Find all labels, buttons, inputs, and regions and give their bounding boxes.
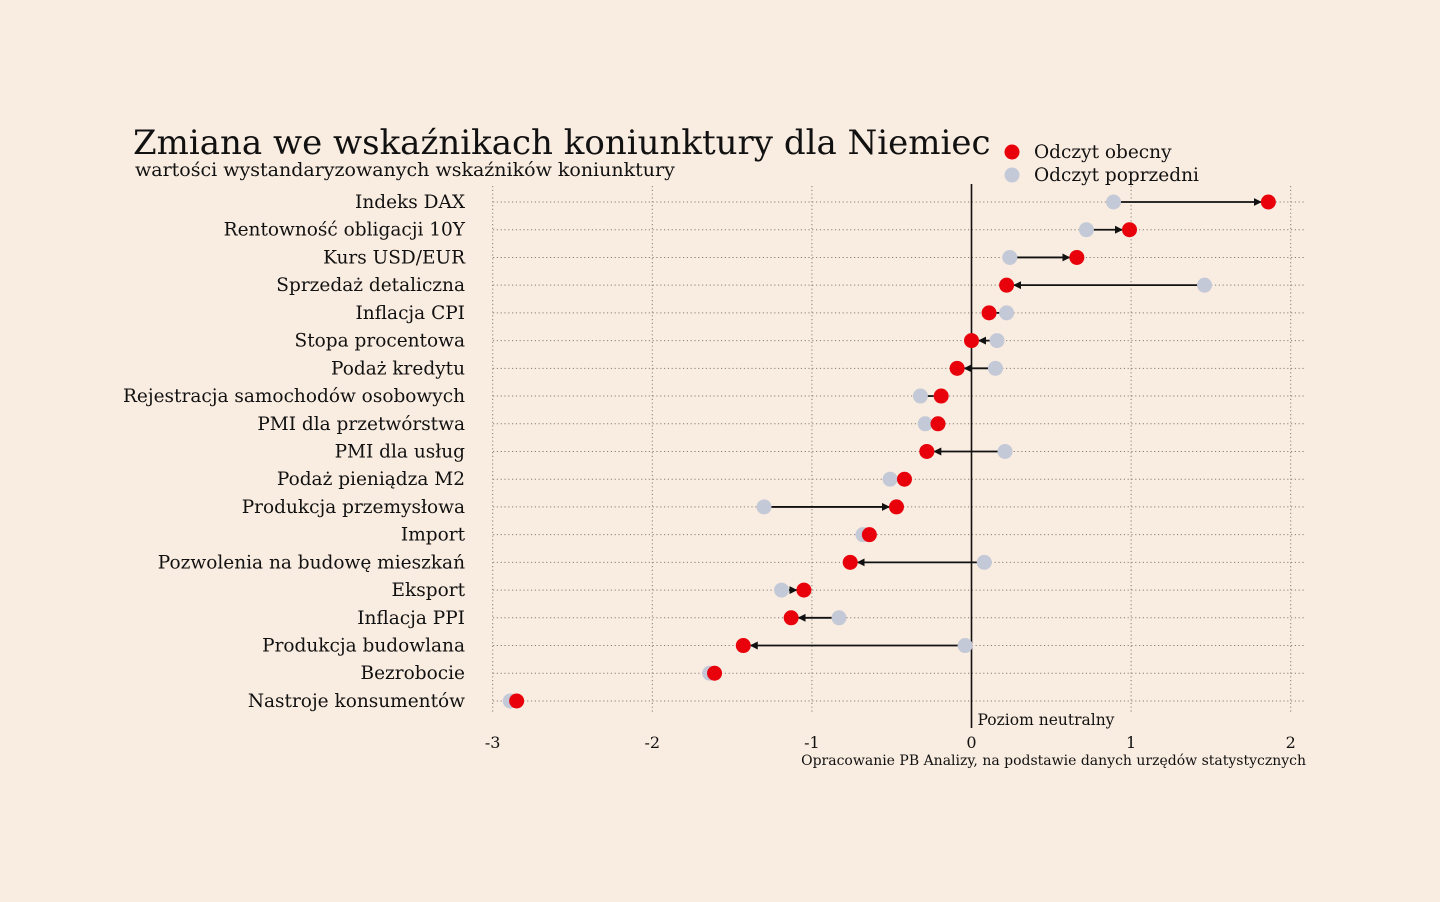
current-point xyxy=(783,610,799,626)
x-tick-label: -2 xyxy=(645,733,661,752)
previous-point xyxy=(774,582,790,598)
x-tick-label: -3 xyxy=(485,733,501,752)
previous-point xyxy=(1078,222,1094,238)
current-point xyxy=(796,582,812,598)
category-label: Kurs USD/EUR xyxy=(323,247,466,268)
previous-point xyxy=(831,610,847,626)
data-points xyxy=(502,194,1276,709)
current-point xyxy=(1260,194,1276,210)
previous-point xyxy=(1002,249,1018,265)
grid xyxy=(492,186,1304,714)
previous-point xyxy=(882,471,898,487)
connectors xyxy=(749,198,1262,650)
previous-point xyxy=(1197,277,1213,293)
previous-point xyxy=(917,416,933,432)
previous-point xyxy=(756,499,772,515)
category-label: Produkcja budowlana xyxy=(262,636,465,657)
category-label: Import xyxy=(401,525,466,546)
x-tick-label: 1 xyxy=(1126,733,1136,752)
category-label: Sprzedaż detaliczna xyxy=(276,275,465,296)
current-point xyxy=(735,638,751,654)
category-label: PMI dla usług xyxy=(335,441,466,462)
neutral-label: Poziom neutralny xyxy=(978,711,1115,729)
previous-point xyxy=(997,443,1013,459)
current-point xyxy=(842,554,858,570)
category-label: Rejestracja samochodów osobowych xyxy=(123,386,465,407)
previous-point xyxy=(912,388,928,404)
category-label: Inflacja PPI xyxy=(357,608,465,629)
current-point xyxy=(981,305,997,321)
category-labels: Indeks DAX Rentowność obligacji 10Y Kurs U… xyxy=(123,192,466,712)
category-label: Nastroje konsumentów xyxy=(248,691,465,712)
current-point xyxy=(861,527,877,543)
current-point xyxy=(949,360,965,376)
current-point xyxy=(509,693,525,709)
legend-marker-current xyxy=(1004,144,1020,160)
x-tick-label: 2 xyxy=(1286,733,1296,752)
current-point xyxy=(1122,222,1138,238)
current-point xyxy=(919,443,935,459)
current-point xyxy=(964,333,979,349)
category-label: Podaż kredytu xyxy=(331,358,465,379)
category-label: Eksport xyxy=(392,580,466,601)
previous-point xyxy=(987,360,1003,376)
category-label: Produkcja przemysłowa xyxy=(242,497,465,518)
chart-subtitle: wartości wystandaryzowanych wskaźników k… xyxy=(135,159,675,181)
current-point xyxy=(930,416,946,432)
category-label: Inflacja CPI xyxy=(355,303,465,324)
current-point xyxy=(888,499,904,515)
previous-point xyxy=(989,333,1005,349)
category-label: Podaż pieniądza M2 xyxy=(277,469,465,490)
category-label: Pozwolenia na budowę mieszkań xyxy=(158,552,465,573)
current-point xyxy=(1069,249,1085,265)
previous-point xyxy=(976,554,992,570)
previous-point xyxy=(999,305,1015,321)
current-point xyxy=(896,471,912,487)
previous-point xyxy=(957,638,973,654)
neutral-line-group: Poziom neutralny xyxy=(970,184,1115,729)
previous-point xyxy=(1106,194,1122,210)
x-tick-label: -1 xyxy=(804,733,820,752)
current-point xyxy=(707,665,723,681)
x-axis-ticks: -3 -2 -1 0 1 2 xyxy=(485,733,1296,752)
category-label: PMI dla przetwórstwa xyxy=(257,414,465,435)
current-point xyxy=(999,277,1015,293)
category-label: Rentowność obligacji 10Y xyxy=(224,220,466,241)
category-label: Indeks DAX xyxy=(355,192,466,213)
legend-marker-previous xyxy=(1004,167,1020,183)
source-note: Opracowanie PB Analizy, na podstawie dan… xyxy=(801,753,1306,769)
x-tick-label: 0 xyxy=(966,733,976,752)
category-label: Stopa procentowa xyxy=(295,331,465,352)
legend-label: Odczyt poprzedni xyxy=(1034,165,1199,186)
chart-title: Zmiana we wskaźnikach koniunktury dla Ni… xyxy=(133,123,991,163)
current-point xyxy=(933,388,949,404)
category-label: Bezrobocie xyxy=(361,663,466,684)
legend-label: Odczyt obecny xyxy=(1034,142,1172,163)
